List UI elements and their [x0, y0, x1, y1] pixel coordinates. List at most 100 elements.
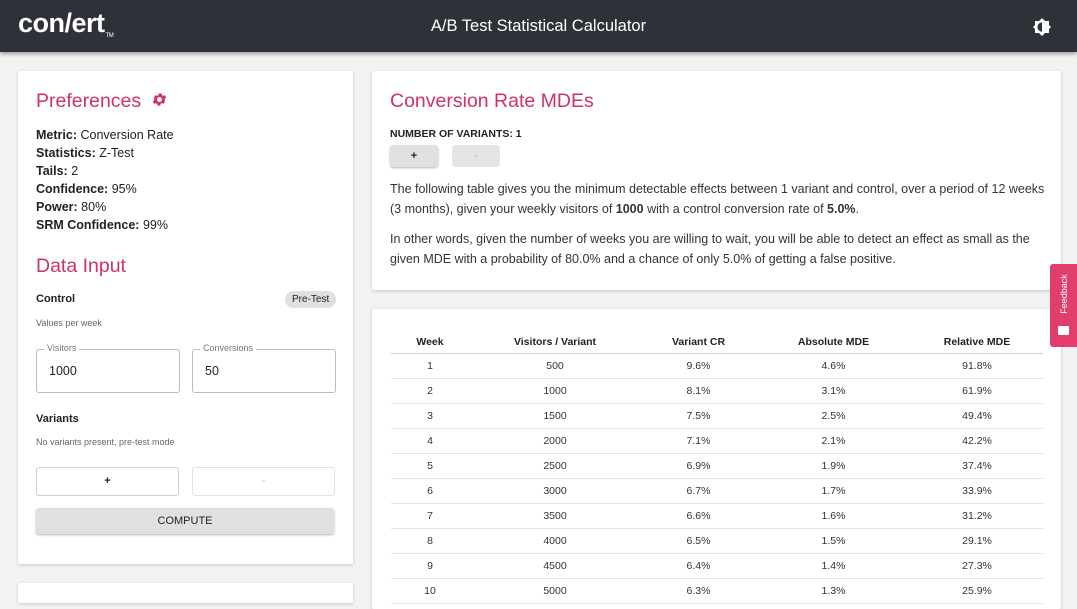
pref-srm-value: 99% — [142, 218, 168, 232]
cell-absolute-mde: 2.5% — [756, 403, 911, 429]
table-row: 4 2000 7.1% 2.1% 42.2% — [391, 428, 1043, 454]
add-variant-button[interactable]: + — [36, 467, 179, 496]
cell-week: 10 — [391, 578, 469, 604]
cell-variant-cr: 7.1% — [641, 428, 756, 454]
table-row: 8 4000 6.5% 1.5% 29.1% — [391, 528, 1043, 554]
cell-visitors: 3500 — [469, 503, 641, 529]
cell-variant-cr: 6.6% — [641, 503, 756, 529]
cell-variant-cr: 6.4% — [641, 553, 756, 579]
cell-relative-mde: 49.4% — [911, 403, 1043, 429]
variants-note: No variants present, pre-test mode — [36, 437, 175, 447]
mde-explanation: In other words, given the number of week… — [390, 232, 1030, 266]
pref-metric: Metric: Conversion Rate — [36, 126, 174, 144]
preferences-heading: Preferences — [36, 90, 168, 113]
cell-relative-mde: 27.3% — [911, 553, 1043, 579]
cell-absolute-mde: 1.4% — [756, 553, 911, 579]
table-row: 6 3000 6.7% 1.7% 33.9% — [391, 478, 1043, 504]
app-title: A/B Test Statistical Calculator — [430, 17, 647, 35]
col-variant-cr: Variant CR — [641, 331, 756, 354]
number-of-variants-label: NUMBER OF VARIANTS: 1 — [390, 128, 522, 140]
pretest-chip: Pre-Test — [285, 291, 337, 308]
logo-trademark: TM — [105, 33, 114, 39]
feedback-label: Feedback — [1059, 274, 1069, 314]
cell-absolute-mde: 1.5% — [756, 528, 911, 554]
control-label: Control — [36, 293, 76, 305]
pref-metric-label: Metric: — [36, 128, 77, 142]
cell-variant-cr: 6.9% — [641, 453, 756, 479]
cell-relative-mde: 33.9% — [911, 478, 1043, 504]
feedback-tab[interactable]: Feedback — [1050, 264, 1077, 347]
values-per-week-hint: Values per week — [36, 318, 102, 328]
mde-desc-part3: . — [855, 202, 860, 216]
mde-remove-variant-button[interactable]: - — [452, 145, 500, 167]
cell-visitors: 1000 — [469, 378, 641, 404]
cell-week: 2 — [391, 378, 469, 404]
col-relative-mde: Relative MDE — [911, 331, 1043, 354]
mde-table-card: Week Visitors / Variant Variant CR Absol… — [372, 309, 1061, 609]
cell-variant-cr: 7.5% — [641, 403, 756, 429]
compute-button[interactable]: COMPUTE — [36, 508, 334, 534]
gear-icon[interactable] — [151, 91, 168, 108]
cell-visitors: 4500 — [469, 553, 641, 579]
convert-logo[interactable]: con/ertTM — [18, 8, 114, 39]
visitors-legend: Visitors — [44, 343, 80, 353]
cell-visitors: 4000 — [469, 528, 641, 554]
cell-week: 8 — [391, 528, 469, 554]
cell-absolute-mde: 2.1% — [756, 428, 911, 454]
logo-text: con/ert — [18, 8, 105, 38]
pref-power: Power: 80% — [36, 198, 106, 216]
table-row: 5 2500 6.9% 1.9% 37.4% — [391, 453, 1043, 479]
conversions-legend: Conversions — [200, 343, 257, 353]
mde-desc-part1: The following table gives you the minimu… — [390, 182, 1045, 216]
cell-variant-cr: 8.1% — [641, 378, 756, 404]
conversions-input[interactable] — [203, 363, 327, 379]
cell-visitors: 5000 — [469, 578, 641, 604]
cell-week: 1 — [391, 353, 469, 379]
cell-relative-mde: 37.4% — [911, 453, 1043, 479]
cell-week: 3 — [391, 403, 469, 429]
pref-confidence: Confidence: 95% — [36, 180, 137, 198]
cell-week: 6 — [391, 478, 469, 504]
cell-relative-mde: 31.2% — [911, 503, 1043, 529]
visitors-field[interactable]: Visitors — [36, 343, 180, 393]
col-visitors-per-variant: Visitors / Variant — [469, 331, 641, 354]
data-input-heading: Data Input — [36, 255, 126, 277]
table-row: 1 500 9.6% 4.6% 91.8% — [391, 353, 1043, 379]
mde-add-variant-button[interactable]: + — [390, 145, 438, 167]
cell-week: 7 — [391, 503, 469, 529]
contrast-icon — [1033, 18, 1051, 36]
cell-visitors: 2000 — [469, 428, 641, 454]
mde-desc-part2: with a control conversion rate of — [643, 202, 828, 216]
cell-relative-mde: 25.9% — [911, 578, 1043, 604]
table-row: 2 1000 8.1% 3.1% 61.9% — [391, 378, 1043, 404]
cell-week: 5 — [391, 453, 469, 479]
top-app-bar: con/ertTM A/B Test Statistical Calculato… — [0, 0, 1077, 52]
cell-relative-mde: 29.1% — [911, 528, 1043, 554]
mde-table: Week Visitors / Variant Variant CR Absol… — [391, 331, 1043, 604]
pref-confidence-label: Confidence: — [36, 182, 109, 196]
table-row: 3 1500 7.5% 2.5% 49.4% — [391, 403, 1043, 429]
theme-toggle-button[interactable] — [1032, 17, 1052, 37]
control-cr-value: 5.0% — [827, 202, 856, 216]
cell-absolute-mde: 1.6% — [756, 503, 911, 529]
pref-statistics-label: Statistics: — [36, 146, 96, 160]
cell-variant-cr: 6.5% — [641, 528, 756, 554]
visitors-input[interactable] — [47, 363, 171, 379]
pref-srm-confidence: SRM Confidence: 99% — [36, 216, 168, 234]
cell-variant-cr: 6.7% — [641, 478, 756, 504]
weekly-visitors-value: 1000 — [615, 202, 644, 216]
conversions-field[interactable]: Conversions — [192, 343, 336, 393]
remove-variant-button[interactable]: - — [192, 467, 335, 496]
pref-power-value: 80% — [81, 200, 107, 214]
cell-week: 4 — [391, 428, 469, 454]
variants-label: Variants — [36, 413, 79, 425]
pref-statistics: Statistics: Z-Test — [36, 144, 134, 162]
cell-absolute-mde: 3.1% — [756, 378, 911, 404]
table-row: 7 3500 6.6% 1.6% 31.2% — [391, 503, 1043, 529]
pref-tails: Tails: 2 — [36, 162, 78, 180]
pref-metric-value: Conversion Rate — [80, 128, 174, 142]
pref-statistics-value: Z-Test — [99, 146, 134, 160]
cell-visitors: 2500 — [469, 453, 641, 479]
cell-variant-cr: 9.6% — [641, 353, 756, 379]
pref-power-label: Power: — [36, 200, 78, 214]
